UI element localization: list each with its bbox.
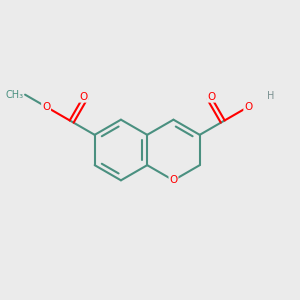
Text: CH₃: CH₃ <box>5 90 23 100</box>
Text: H: H <box>267 91 274 101</box>
Text: O: O <box>169 175 178 185</box>
Text: O: O <box>79 92 88 102</box>
Text: O: O <box>42 102 50 112</box>
Text: O: O <box>207 92 215 102</box>
Text: O: O <box>244 102 252 112</box>
